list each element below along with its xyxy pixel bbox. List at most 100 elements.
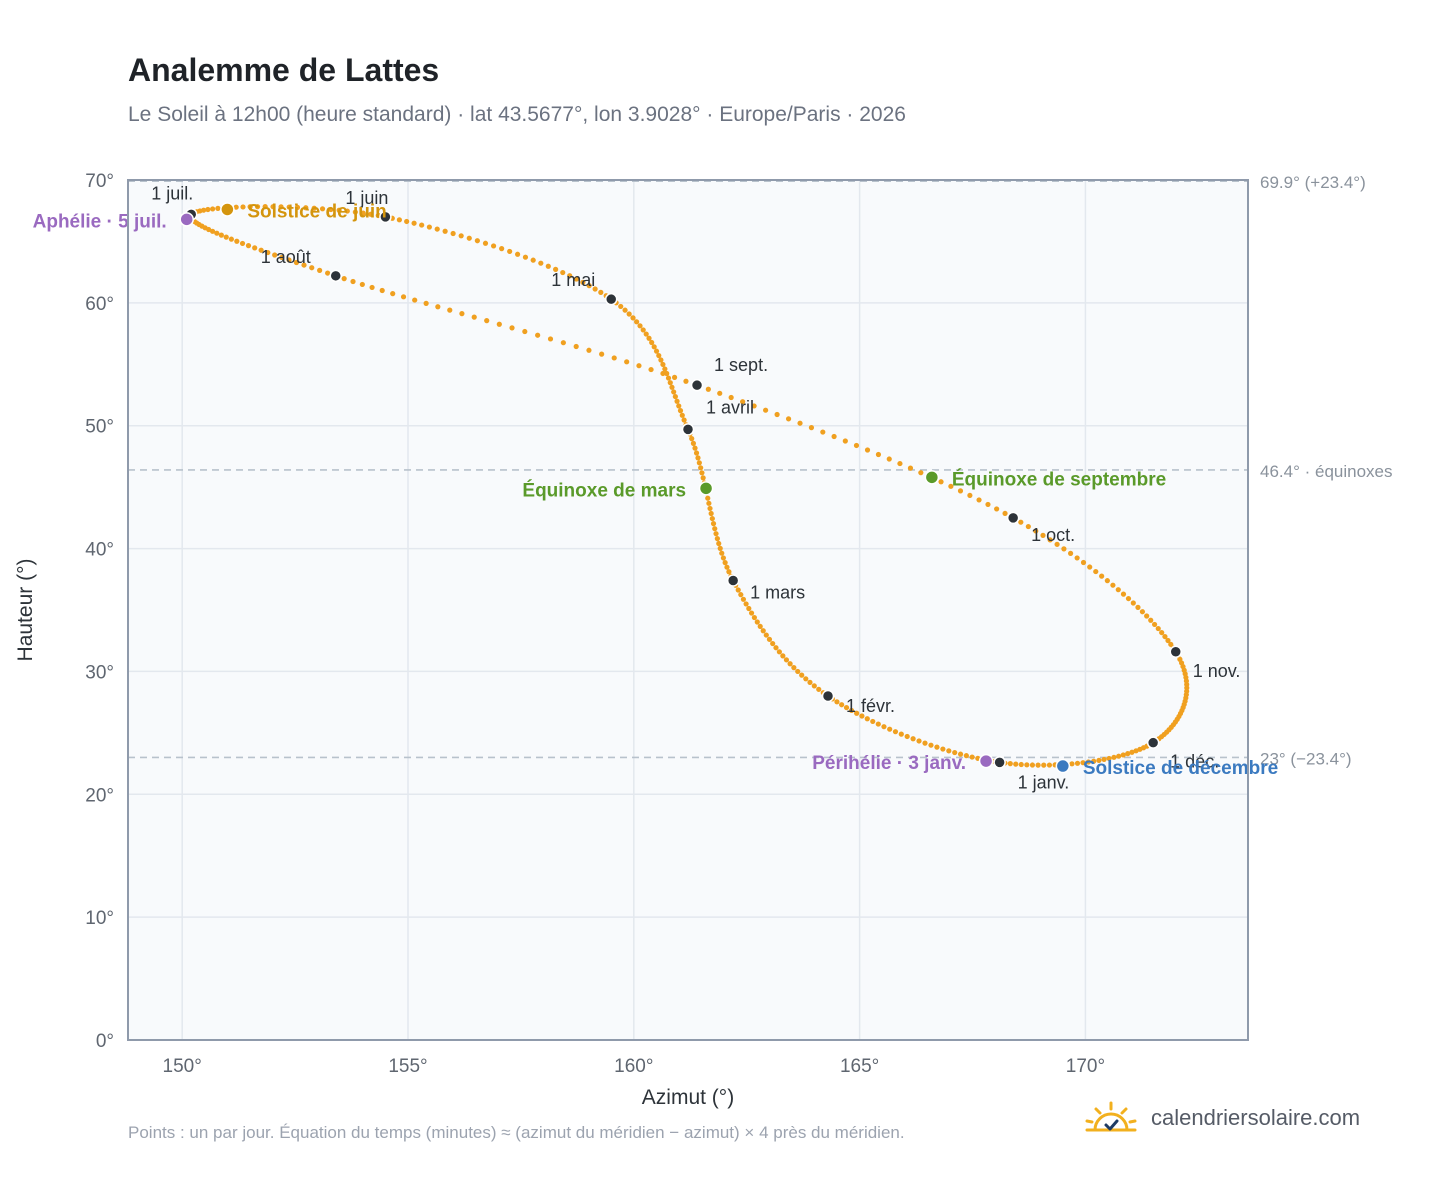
daily-point xyxy=(922,740,928,746)
month-label: 1 juin xyxy=(345,188,388,208)
daily-point xyxy=(369,284,375,291)
month-marker xyxy=(1146,736,1160,749)
daily-point xyxy=(435,304,441,310)
daily-point xyxy=(1144,613,1150,619)
daily-point xyxy=(1129,749,1135,755)
daily-point xyxy=(390,291,396,297)
daily-point xyxy=(325,270,331,276)
daily-point xyxy=(648,366,654,373)
daily-point xyxy=(994,506,1000,512)
daily-point xyxy=(279,254,285,261)
event-label: Aphélie · 5 juil. xyxy=(33,211,167,232)
daily-point xyxy=(660,361,666,368)
daily-point xyxy=(1120,591,1127,597)
daily-point xyxy=(660,370,666,377)
daily-point xyxy=(907,465,914,471)
daily-point xyxy=(535,332,541,338)
reference-line-label: 23° (−23.4°) xyxy=(1260,749,1352,768)
daily-point xyxy=(1046,762,1053,768)
daily-point xyxy=(1018,761,1024,768)
daily-point xyxy=(252,245,258,251)
daily-point xyxy=(630,315,636,321)
daily-point xyxy=(545,263,551,269)
daily-point xyxy=(1155,625,1161,632)
daily-point xyxy=(811,683,817,689)
daily-point xyxy=(696,460,702,466)
daily-point xyxy=(766,636,773,642)
daily-point xyxy=(482,240,489,246)
daily-point xyxy=(662,366,668,372)
sun-check-icon xyxy=(1085,1101,1137,1132)
y-tick-label: 10° xyxy=(85,908,114,929)
month-marker xyxy=(329,269,342,283)
daily-point xyxy=(317,267,323,273)
daily-point xyxy=(683,378,689,384)
daily-point xyxy=(1099,573,1105,579)
daily-point xyxy=(854,710,860,716)
daily-point xyxy=(1139,609,1146,615)
daily-point xyxy=(311,205,317,211)
brand-logo[interactable]: calendriersolaire.com xyxy=(1083,1100,1360,1136)
y-tick-label: 70° xyxy=(85,171,114,192)
daily-point xyxy=(803,676,809,682)
daily-point xyxy=(471,314,477,320)
daily-point xyxy=(746,605,752,612)
daily-point xyxy=(797,420,803,426)
daily-point xyxy=(553,266,559,272)
daily-point xyxy=(848,707,855,714)
daily-point xyxy=(228,236,234,242)
daily-point xyxy=(209,228,216,234)
daily-point xyxy=(717,545,723,551)
daily-point xyxy=(795,668,801,675)
daily-point xyxy=(1133,748,1139,754)
daily-point xyxy=(598,289,604,295)
daily-point xyxy=(646,335,652,341)
daily-point xyxy=(707,505,713,512)
daily-point xyxy=(785,416,792,422)
x-tick-label: 155° xyxy=(388,1056,427,1077)
daily-point xyxy=(490,243,497,249)
event-marker xyxy=(179,212,194,227)
footnote: Points : un par jour. Équation du temps … xyxy=(128,1123,905,1142)
y-tick-label: 40° xyxy=(85,540,114,561)
daily-point xyxy=(286,257,292,263)
daily-point xyxy=(870,718,876,725)
daily-point xyxy=(918,470,924,476)
daily-point xyxy=(484,318,490,324)
daily-point xyxy=(816,686,822,692)
daily-point xyxy=(643,331,649,337)
daily-point xyxy=(1162,633,1168,640)
daily-point xyxy=(206,226,212,233)
month-label: 1 mars xyxy=(750,583,805,603)
y-tick-label: 30° xyxy=(85,662,114,683)
daily-point xyxy=(210,206,216,212)
daily-point xyxy=(396,217,402,223)
month-label: 1 févr. xyxy=(846,696,895,716)
event-marker xyxy=(978,753,994,769)
daily-point xyxy=(1148,617,1154,623)
daily-point xyxy=(626,311,632,317)
event-marker xyxy=(698,481,714,496)
y-tick-label: 60° xyxy=(85,294,114,315)
daily-point xyxy=(522,328,528,335)
daily-point xyxy=(700,475,706,481)
daily-point xyxy=(400,294,407,300)
daily-point xyxy=(1024,762,1030,768)
daily-point xyxy=(368,211,374,217)
daily-point xyxy=(656,352,662,359)
daily-point xyxy=(350,278,356,285)
daily-point xyxy=(245,243,252,249)
brand-name: calendriersolaire.com xyxy=(1151,1105,1361,1130)
x-tick-label: 170° xyxy=(1066,1056,1105,1077)
daily-point xyxy=(671,374,678,380)
daily-point xyxy=(875,451,882,458)
daily-point xyxy=(763,407,769,413)
daily-point xyxy=(592,286,598,292)
daily-point xyxy=(948,483,954,489)
daily-point xyxy=(1002,510,1008,517)
daily-point xyxy=(404,218,410,225)
event-label: Équinoxe de mars xyxy=(522,479,686,501)
daily-point xyxy=(459,310,465,317)
daily-point xyxy=(1029,762,1036,768)
